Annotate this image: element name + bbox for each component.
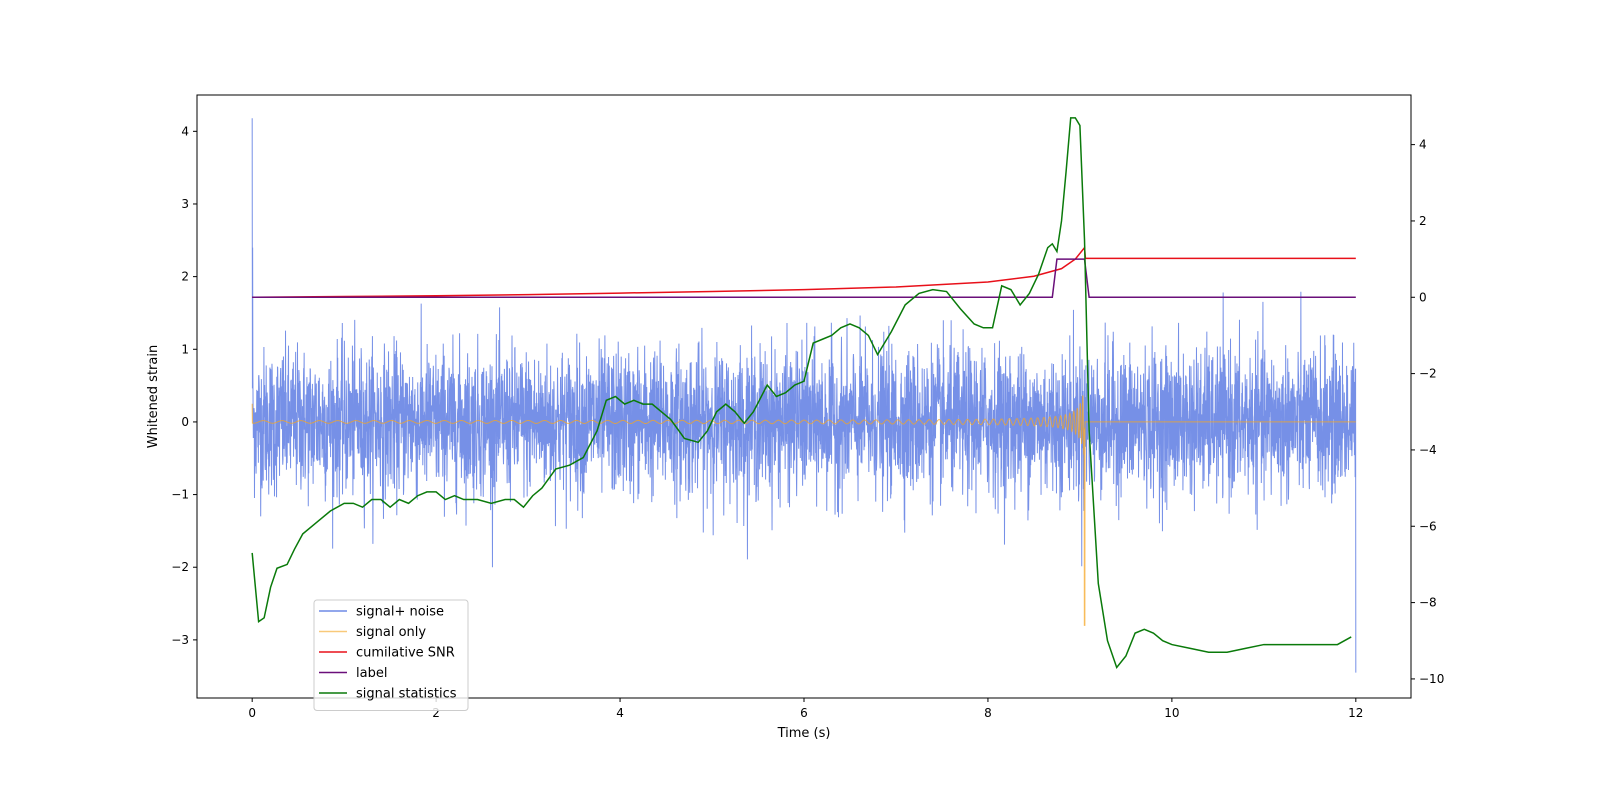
y2-tick-label: −8: [1419, 596, 1437, 610]
legend-label: signal only: [356, 625, 426, 640]
series-cumulative-snr-line: [252, 245, 1356, 299]
series-signal-statistics-line: [251, 117, 1352, 670]
series-signal-noise-line: [251, 118, 1357, 673]
y-axis-right: −10 −8 −6 −4 −2 0 2 4: [1411, 138, 1444, 686]
y-tick-label: −1: [171, 488, 189, 502]
y2-tick-label: 2: [1419, 214, 1427, 228]
x-axis-title: Time (s): [777, 726, 831, 741]
y-axis-title: Whitened strain: [146, 345, 161, 448]
y-tick-label: 2: [181, 270, 189, 284]
legend-label: label: [356, 666, 387, 681]
x-tick-label: 12: [1348, 706, 1363, 720]
y2-tick-label: 4: [1419, 138, 1427, 152]
series-label-line: [252, 258, 1356, 299]
x-tick-label: 2: [432, 706, 440, 720]
x-tick-label: 4: [616, 706, 624, 720]
y2-tick-label: −10: [1419, 672, 1444, 686]
y2-tick-label: 0: [1419, 290, 1427, 304]
y-tick-label: −3: [171, 633, 189, 647]
y-tick-label: 4: [181, 124, 189, 138]
y-tick-label: 3: [181, 197, 189, 211]
x-tick-label: 8: [984, 706, 992, 720]
y-tick-label: 0: [181, 415, 189, 429]
y-axis-left: −3 −2 −1 0 1 2 3 4: [171, 124, 197, 647]
y2-tick-label: −6: [1419, 519, 1437, 533]
legend-label: signal statistics: [356, 687, 457, 702]
x-tick-label: 10: [1164, 706, 1179, 720]
plot-area: [251, 117, 1357, 673]
y-tick-label: −2: [171, 560, 189, 574]
y2-tick-label: −4: [1419, 443, 1437, 457]
y-tick-label: 1: [181, 342, 189, 356]
legend-label: cumilative SNR: [356, 646, 455, 661]
x-tick-label: 6: [800, 706, 808, 720]
legend-box: [313, 599, 469, 711]
legend-label: signal+ noise: [356, 605, 444, 620]
y2-tick-label: −2: [1419, 367, 1437, 381]
series-signal-only-line: [251, 395, 1356, 626]
legend: signal+ noise signal only cumilative SNR la…: [313, 599, 469, 711]
x-tick-label: 0: [248, 706, 256, 720]
